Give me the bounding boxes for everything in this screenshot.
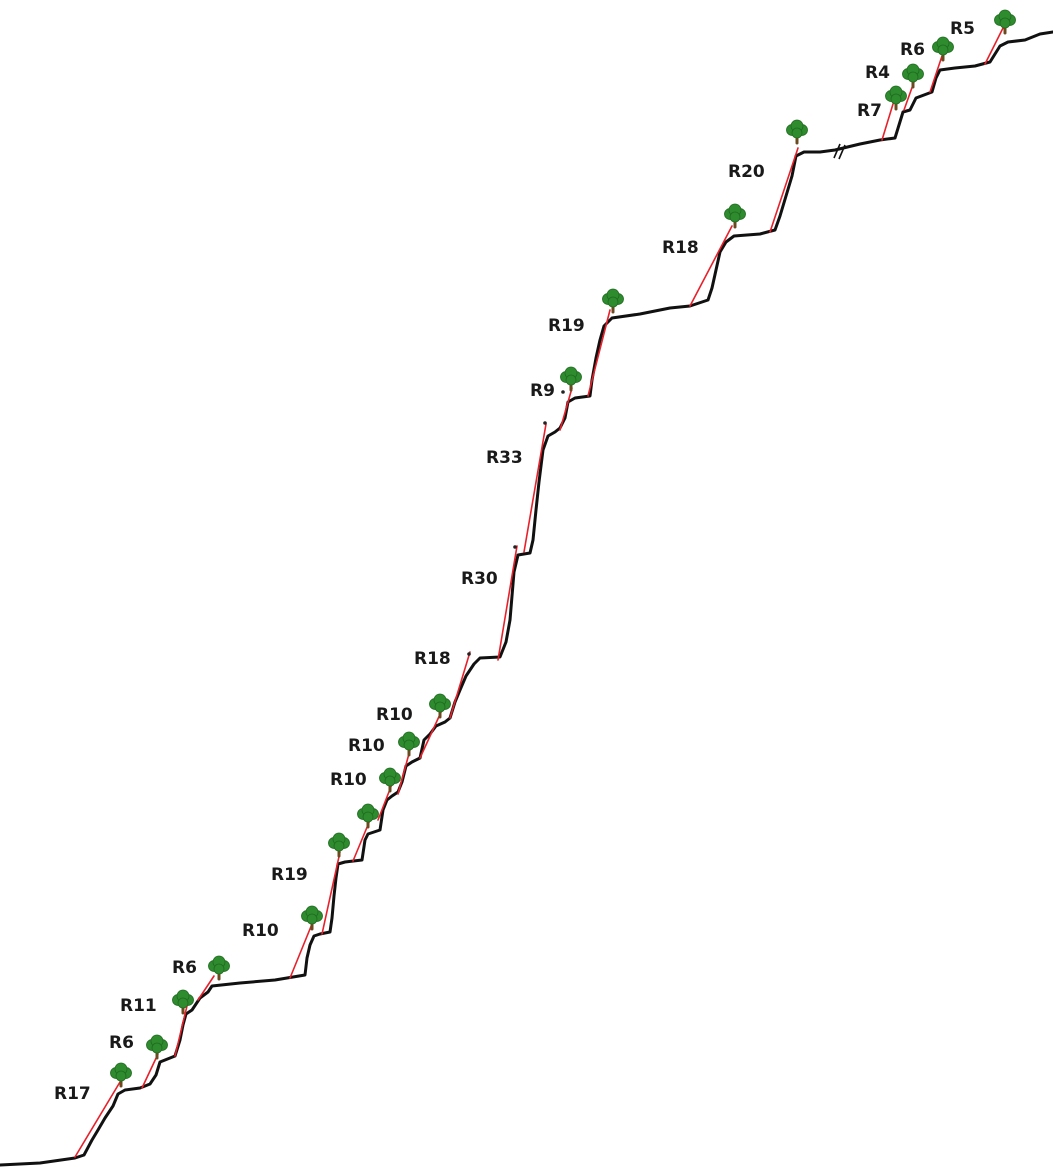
tree-icon [172, 989, 194, 1015]
fit-line [559, 387, 573, 431]
segment-labels: R17 R6 R11 R6 R10 R19 R10 R10 R10 R18 R3… [54, 19, 975, 1104]
segment-label: R17 [54, 1084, 91, 1104]
riser-marker-dot [543, 421, 547, 425]
segment-label: R10 [242, 921, 279, 941]
tree-icon [602, 288, 624, 314]
segment-label: R11 [120, 996, 157, 1016]
segment-label: R18 [662, 238, 699, 258]
fit-line [321, 851, 341, 935]
segment-label: R6 [172, 958, 197, 978]
tree-icon [932, 36, 954, 62]
fit-line [769, 147, 799, 233]
fit-line [141, 1053, 159, 1089]
riser-markers [467, 390, 565, 656]
tree-icon [994, 9, 1016, 35]
segment-label: R10 [330, 770, 367, 790]
fit-line [497, 545, 518, 661]
tree-icon [429, 693, 451, 719]
segment-label: R7 [857, 101, 882, 121]
tree-icon [328, 832, 350, 858]
fit-line [929, 55, 943, 93]
fit-line [984, 27, 1004, 65]
riser-marker-dot [561, 390, 565, 394]
tree-icon [885, 85, 907, 111]
fit-line [689, 225, 733, 307]
segment-label: R18 [414, 649, 451, 669]
tree-icon [110, 1062, 132, 1088]
fit-line [587, 309, 611, 397]
fit-line [419, 709, 443, 759]
fit-line [881, 103, 894, 141]
tree-icon [560, 366, 582, 392]
stepped-profile-line [0, 30, 1053, 1167]
segment-label: R33 [486, 448, 523, 468]
tree-icon [786, 119, 808, 145]
fit-line [449, 651, 471, 719]
segment-label: R30 [461, 569, 498, 589]
tree-icon [208, 955, 230, 981]
fit-line [523, 423, 547, 553]
fit-line [174, 1005, 188, 1057]
fit-line [197, 975, 215, 1001]
tree-icon [398, 731, 420, 757]
fit-lines [74, 27, 1004, 1158]
segment-label: R5 [950, 19, 975, 39]
axis-break-mark [833, 143, 846, 160]
segment-label: R10 [376, 705, 413, 725]
tree-icon [357, 803, 379, 829]
riser-marker-dot [467, 652, 471, 656]
segment-label: R10 [348, 736, 385, 756]
tree-icon [902, 63, 924, 89]
fit-line [397, 749, 411, 795]
tree-icon [146, 1034, 168, 1060]
segment-label: R19 [271, 865, 308, 885]
fit-line [289, 923, 313, 979]
segment-label: R19 [548, 316, 585, 336]
segment-label: R20 [728, 162, 765, 182]
tree-icon [301, 905, 323, 931]
fit-line [74, 1081, 121, 1158]
tree-icons [110, 9, 1016, 1088]
segment-label: R6 [900, 40, 925, 60]
tree-icon [724, 203, 746, 229]
segment-label: R6 [109, 1033, 134, 1053]
segment-label: R9 [530, 381, 555, 401]
riser-marker-dot [513, 545, 517, 549]
segment-label: R4 [865, 63, 890, 83]
tree-icon [379, 767, 401, 793]
